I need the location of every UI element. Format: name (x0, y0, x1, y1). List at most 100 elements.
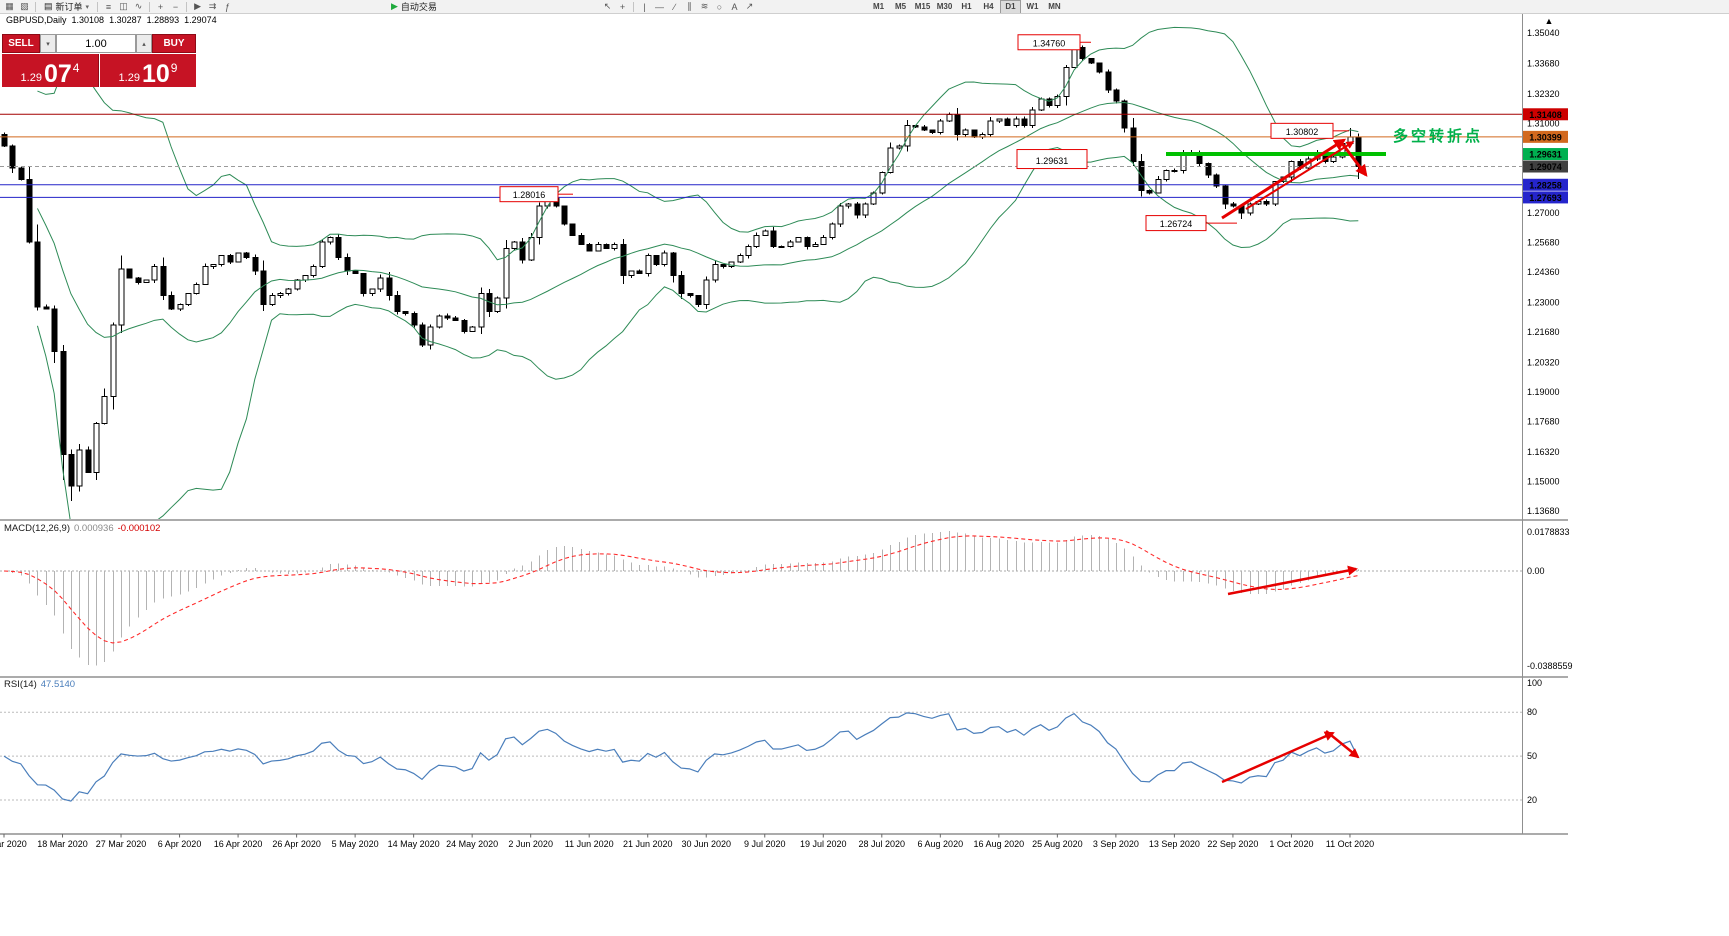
trend-arrow[interactable] (1221, 138, 1347, 220)
svg-text:26 Apr 2020: 26 Apr 2020 (272, 839, 321, 849)
price-callout-1.28016[interactable]: 1.28016 (499, 186, 573, 203)
price-callout-1.30802[interactable]: 1.30802 (1270, 122, 1349, 139)
bid-price-display[interactable]: 1.29 07 4 (2, 54, 99, 87)
svg-text:80: 80 (1527, 707, 1537, 717)
volume-dropdown-caret[interactable]: ▾ (40, 34, 56, 53)
macd-signal-line (3, 535, 1359, 644)
candle-chart-icon[interactable]: ◫ (119, 1, 128, 11)
bid-pip-fraction: 4 (72, 61, 80, 75)
svg-text:1.16320: 1.16320 (1527, 447, 1560, 457)
svg-text:11 Jun 2020: 11 Jun 2020 (565, 839, 614, 849)
svg-text:0.00: 0.00 (1527, 566, 1545, 576)
svg-text:2 Jun 2020: 2 Jun 2020 (508, 839, 553, 849)
sell-button[interactable]: SELL (2, 34, 40, 53)
ask-big-figure: 1.29 (118, 71, 140, 84)
svg-text:1.31000: 1.31000 (1527, 118, 1560, 128)
svg-text:1.30802: 1.30802 (1286, 127, 1319, 137)
price-callout-1.29631[interactable]: 1.29631 (1016, 149, 1088, 170)
vertical-line-icon[interactable]: | (643, 1, 646, 12)
price-badge-1.28258: 1.28258 (1523, 178, 1568, 191)
auto-trading-button[interactable]: ▶ 自动交易 (391, 1, 437, 12)
chart-symbol-period: GBPUSD,Daily (6, 15, 67, 25)
volume-input[interactable] (56, 34, 136, 53)
bollinger-band-line (37, 26, 1359, 261)
rsi-indicator-label: RSI(14) 47.5140 (4, 679, 75, 690)
svg-text:25 Aug 2020: 25 Aug 2020 (1032, 839, 1083, 849)
ask-pip-fraction: 9 (170, 61, 178, 75)
timeframe-button-H1[interactable]: H1 (961, 2, 972, 11)
candlestick-series (1, 39, 1362, 502)
svg-text:14 May 2020: 14 May 2020 (388, 839, 440, 849)
horizontal-line-icon[interactable]: — (655, 1, 664, 12)
cursor-icon[interactable]: ↖ (603, 1, 612, 11)
arrow-tool-icon[interactable]: ↗ (745, 1, 754, 11)
profiles-icon[interactable]: ▧ (20, 1, 29, 11)
shapes-icon[interactable]: ○ (716, 1, 723, 12)
svg-text:1.20320: 1.20320 (1527, 357, 1560, 367)
main-toolbar: ▦ ▧ ▤ 新订单 ▾ ≡ ◫ ∿ + − ▶ ⇉ ƒ ▶ 自动交易 ↖ + | — ∕ ∥ ≋ ○ A ↗ M1 M5 M15 M30… (0, 0, 1729, 14)
trend-arrow[interactable] (1245, 141, 1355, 210)
rsi-value: 47.5140 (40, 679, 76, 690)
svg-text:16 Apr 2020: 16 Apr 2020 (214, 839, 263, 849)
timeframe-button-M1[interactable]: M1 (872, 2, 885, 11)
svg-text:3 Sep 2020: 3 Sep 2020 (1093, 839, 1139, 849)
timeframe-button-M15[interactable]: M15 (914, 2, 931, 11)
timeframe-button-W1[interactable]: W1 (1026, 2, 1039, 11)
price-badge-1.29631: 1.29631 (1523, 148, 1568, 161)
bid-big-figure: 1.29 (20, 71, 42, 84)
svg-text:20: 20 (1527, 795, 1537, 805)
turning-point-annotation[interactable]: 多空转折点 (1393, 128, 1484, 145)
price-badge-1.29074: 1.29074 (1523, 160, 1568, 173)
svg-text:1.35040: 1.35040 (1527, 28, 1560, 38)
timeframe-button-H4[interactable]: H4 (983, 2, 994, 11)
macd-indicator-label: MACD(12,26,9) 0.000936 -0.000102 (4, 523, 160, 534)
chart-canvas[interactable]: 1.350401.336801.323201.310001.296401.283… (0, 0, 1729, 860)
toolbar-separator (186, 1, 188, 12)
timeframe-button-D1[interactable]: D1 (1000, 0, 1021, 13)
chart-high: 1.30287 (109, 15, 142, 25)
trend-arrow[interactable] (1339, 141, 1368, 177)
timeframe-button-MN[interactable]: MN (1048, 2, 1061, 11)
svg-text:1.27693: 1.27693 (1529, 193, 1562, 203)
crosshair-icon[interactable]: + (619, 1, 626, 12)
svg-text:50: 50 (1527, 751, 1537, 761)
channel-icon[interactable]: ∥ (687, 1, 692, 11)
toolbar-separator (35, 1, 36, 12)
svg-text:1.29074: 1.29074 (1529, 162, 1562, 172)
buy-button[interactable]: BUY (152, 34, 196, 53)
svg-text:1.29631: 1.29631 (1036, 156, 1069, 166)
timeframe-button-M5[interactable]: M5 (894, 2, 907, 11)
fibonacci-icon[interactable]: ≋ (700, 1, 709, 11)
new-chart-icon[interactable]: ▦ (5, 1, 14, 11)
text-icon[interactable]: A (731, 1, 738, 12)
svg-text:16 Aug 2020: 16 Aug 2020 (974, 839, 1025, 849)
ask-price-display[interactable]: 1.29 10 9 (100, 54, 196, 87)
svg-text:0.0178833: 0.0178833 (1527, 527, 1570, 537)
trend-arrow[interactable] (1221, 731, 1335, 784)
chart-shift-icon[interactable]: ⇉ (208, 1, 217, 11)
trend-arrow[interactable] (1325, 730, 1360, 759)
svg-text:1.26724: 1.26724 (1160, 219, 1193, 229)
auto-scroll-icon[interactable]: ▶ (194, 1, 201, 11)
bar-chart-icon[interactable]: ≡ (105, 1, 112, 12)
new-order-button[interactable]: ▤ 新订单 ▾ (44, 1, 90, 12)
toolbar-separator (633, 1, 634, 12)
price-callout-1.34760[interactable]: 1.34760 (1017, 34, 1091, 51)
svg-text:6 Apr 2020: 6 Apr 2020 (158, 839, 202, 849)
svg-text:1.31408: 1.31408 (1529, 110, 1562, 120)
timeframe-button-M30[interactable]: M30 (936, 2, 953, 11)
rsi-name: RSI(14) (4, 679, 37, 690)
volume-spinner-up[interactable]: ▴ (136, 34, 152, 53)
zoom-in-icon[interactable]: + (157, 1, 164, 12)
trend-arrow[interactable] (1227, 565, 1358, 596)
zoom-out-icon[interactable]: − (172, 1, 179, 12)
scroll-up-arrow[interactable]: ▲ (1545, 16, 1554, 26)
price-callout-1.26724[interactable]: 1.26724 (1145, 215, 1237, 232)
svg-text:27 Mar 2020: 27 Mar 2020 (96, 839, 147, 849)
indicators-icon[interactable]: ƒ (225, 1, 231, 12)
svg-text:18 Mar 2020: 18 Mar 2020 (37, 839, 88, 849)
svg-text:22 Sep 2020: 22 Sep 2020 (1207, 839, 1258, 849)
trendline-icon[interactable]: ∕ (673, 1, 676, 12)
line-chart-icon[interactable]: ∿ (134, 1, 143, 11)
